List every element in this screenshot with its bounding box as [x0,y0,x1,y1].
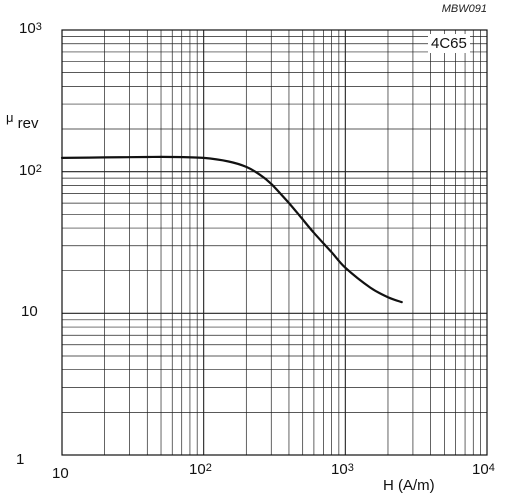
x-tick-label: 10 [52,465,69,482]
y-tick-label: 103 [19,20,42,37]
y-axis-label: μ rev [6,110,39,132]
x-tick-label: 104 [472,461,495,478]
x-tick-label: 102 [189,461,212,478]
material-label: 4C65 [428,34,470,53]
figure-code: MBW091 [441,3,487,15]
y-tick-label: 10 [21,303,38,320]
y-axis-symbol: μ [6,110,14,125]
mu-rev-curve [60,155,403,304]
y-axis-subscript: rev [17,115,39,132]
plot-frame [61,29,488,456]
x-axis-label: H (A/m) [383,477,435,494]
y-tick-label: 1 [16,451,25,468]
y-tick-label: 102 [19,162,42,179]
grid [62,30,487,455]
x-tick-label: 103 [331,461,354,478]
